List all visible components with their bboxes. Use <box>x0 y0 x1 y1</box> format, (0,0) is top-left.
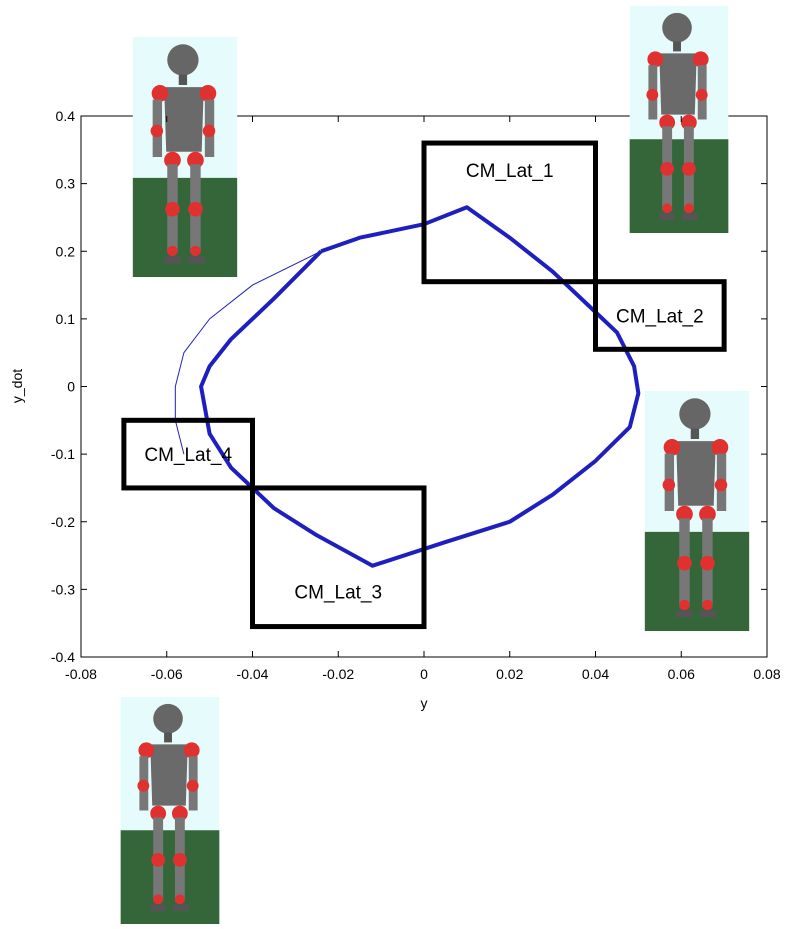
y-tick-label: 0.1 <box>56 311 76 327</box>
robot-image <box>629 6 729 233</box>
y-tick-label: 0.2 <box>56 243 76 259</box>
robot-image <box>132 37 238 277</box>
x-tick-label: -0.06 <box>151 666 183 682</box>
y-tick-label: 0.3 <box>56 176 76 192</box>
x-tick-label: -0.04 <box>237 666 269 682</box>
annotation-box <box>121 417 255 491</box>
annotation-box <box>593 279 727 352</box>
x-tick-label: 0.02 <box>496 666 523 682</box>
x-tick-label: 0 <box>420 666 428 682</box>
y-tick-label: -0.4 <box>51 649 75 665</box>
x-tick-label: -0.02 <box>322 666 354 682</box>
annotation-label: CM_Lat_2 <box>616 306 704 327</box>
curve <box>199 205 641 568</box>
annotation-label: CM_Lat_1 <box>466 161 554 182</box>
x-tick-label: 0.04 <box>582 666 609 682</box>
robot-image <box>644 391 750 631</box>
x-axis-label: y <box>421 695 428 711</box>
annotation-label: CM_Lat_4 <box>144 445 232 466</box>
x-tick-label: 0.06 <box>668 666 695 682</box>
y-tick-label: -0.1 <box>51 446 75 462</box>
x-tick-label: 0.08 <box>753 666 780 682</box>
robot-image <box>120 697 220 924</box>
y-tick-label: 0 <box>67 379 75 395</box>
annotation-label: CM_Lat_3 <box>294 583 382 604</box>
annotation-box <box>250 485 427 630</box>
y-tick-label: 0.4 <box>56 108 76 124</box>
y-tick-label: -0.2 <box>51 514 75 530</box>
y-tick-label: -0.3 <box>51 581 75 597</box>
y-axis-label: y_dot <box>9 369 25 403</box>
x-tick-label: -0.08 <box>65 666 97 682</box>
annotation-box <box>421 140 598 285</box>
